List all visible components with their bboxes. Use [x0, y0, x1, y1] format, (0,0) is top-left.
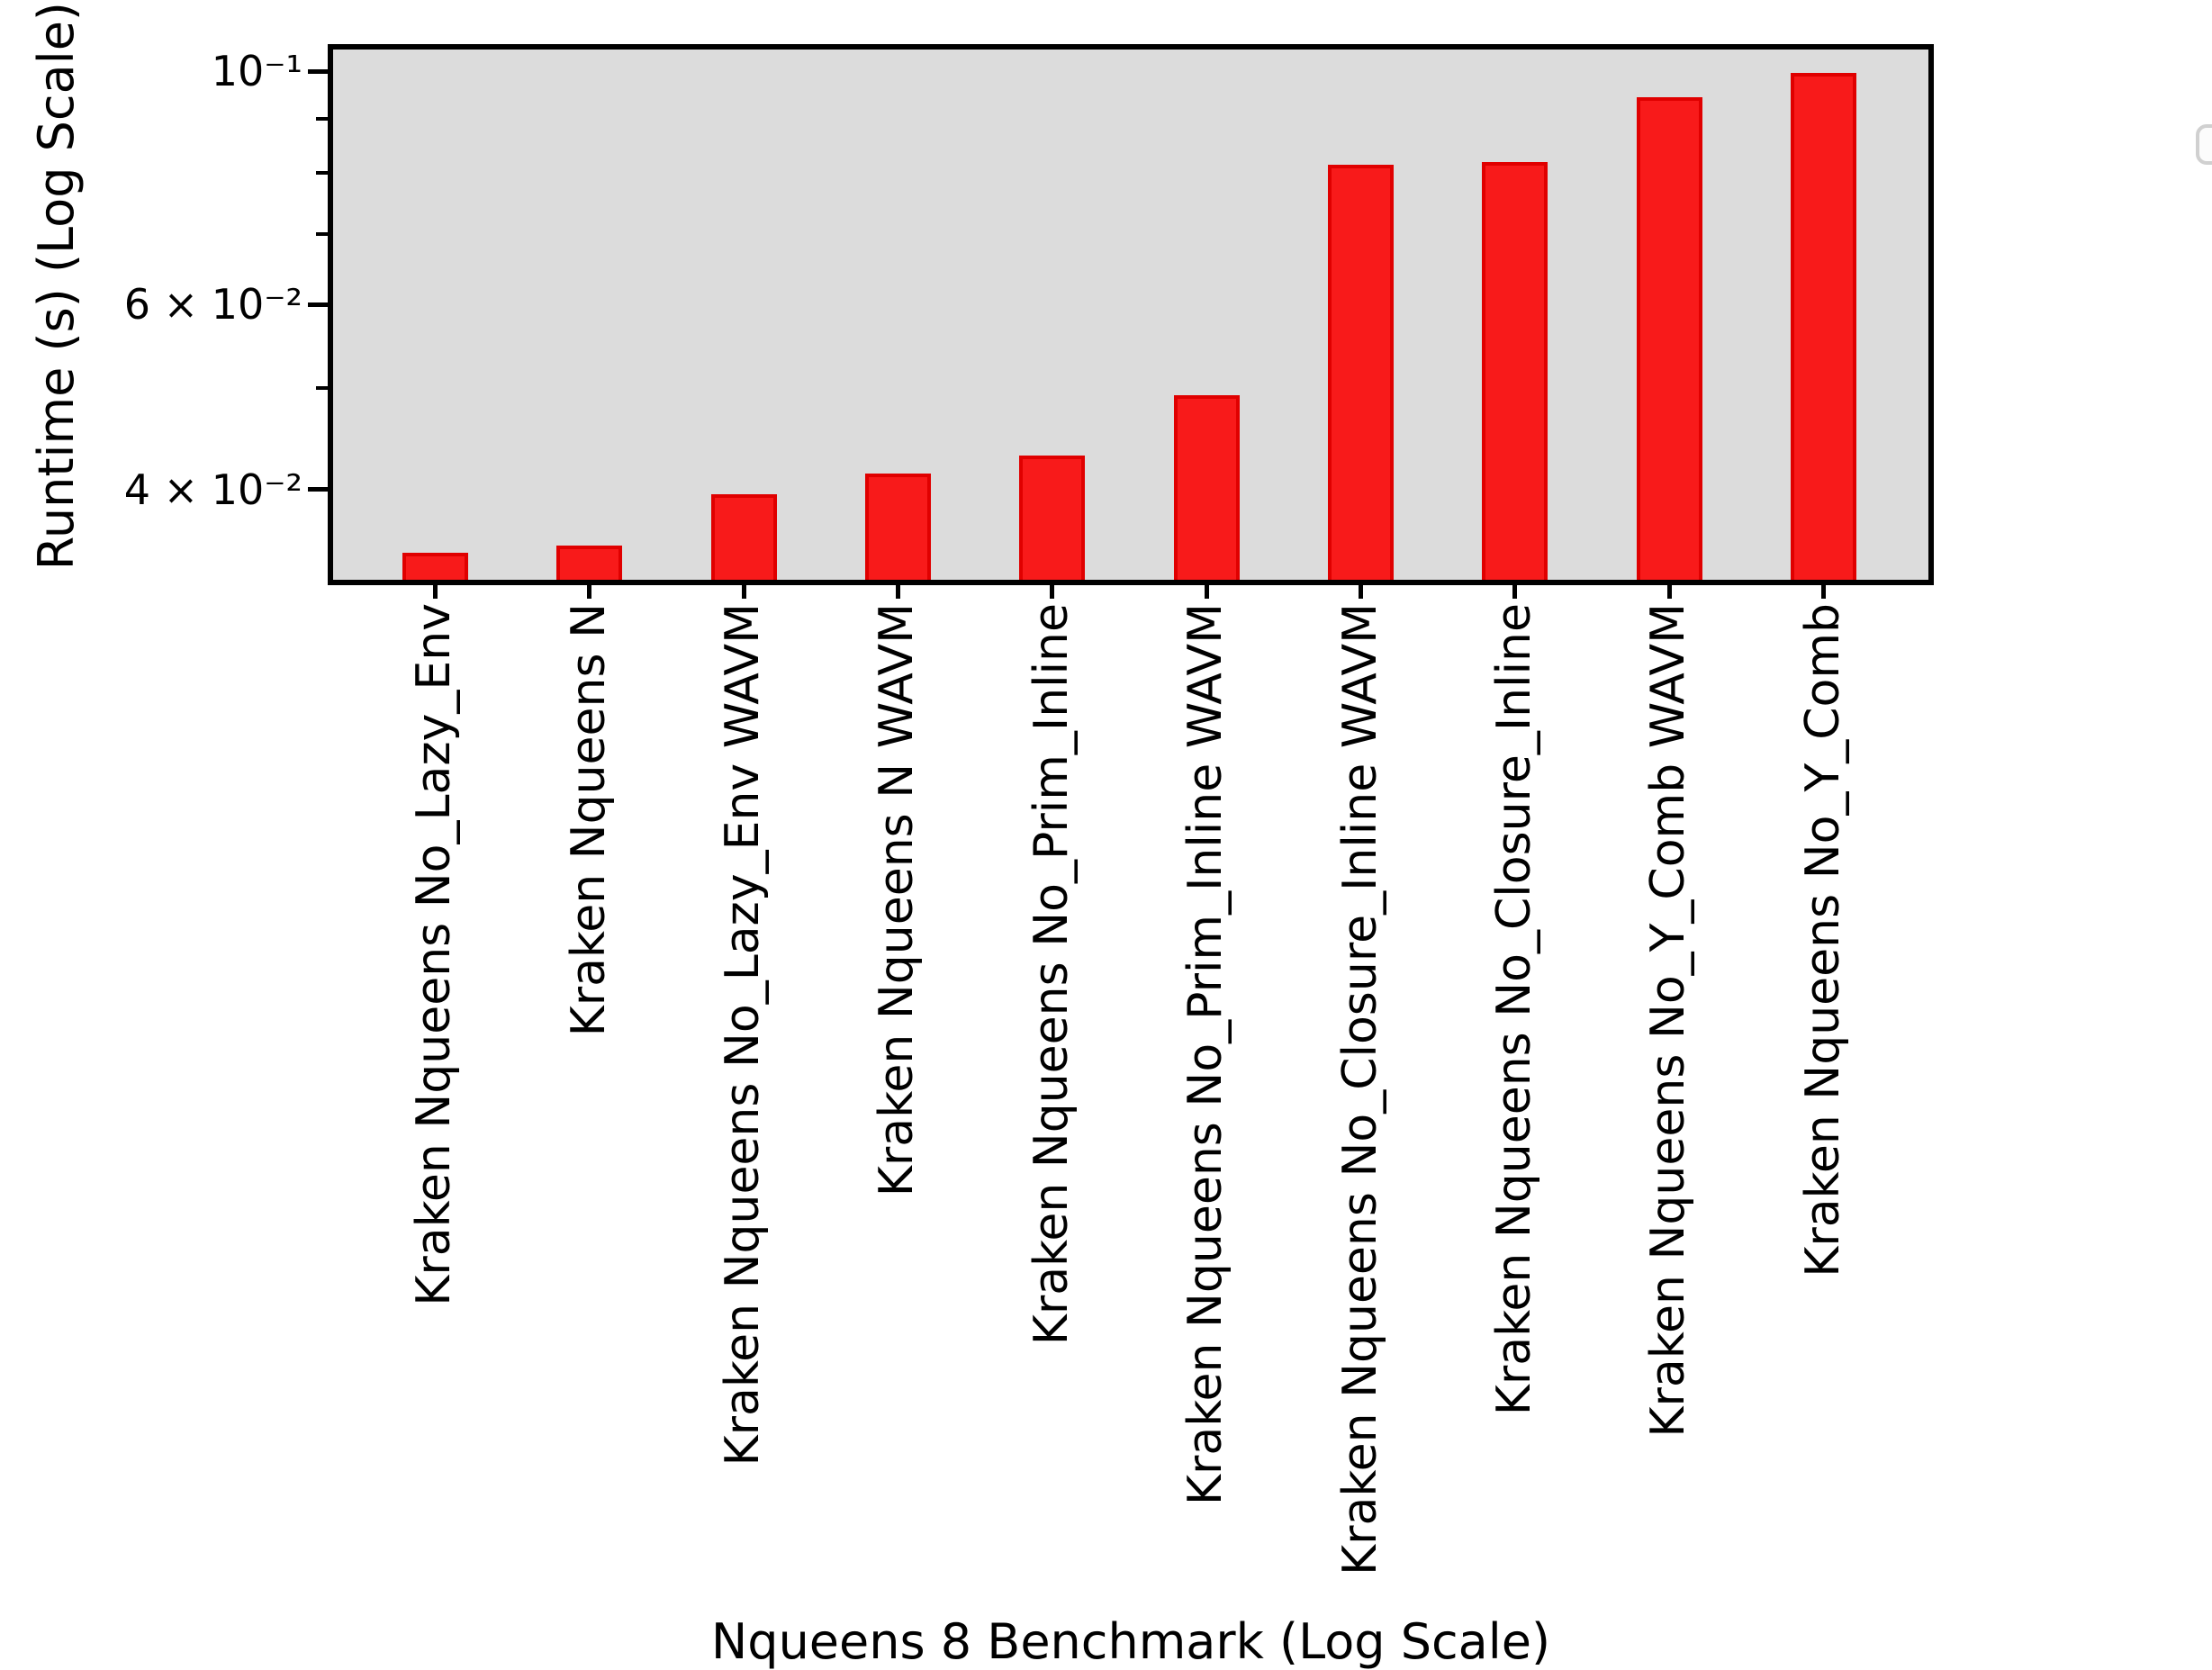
x-tick: [895, 585, 900, 599]
bar-6: [1173, 394, 1240, 580]
x-tick: [432, 585, 438, 599]
y-minor-tick: [316, 171, 328, 176]
x-tick: [1666, 585, 1672, 599]
x-tick: [1359, 585, 1363, 599]
x-axis-title: Nqueens 8 Benchmark (Log Scale): [710, 1613, 1551, 1670]
bar-10: [1791, 73, 1857, 580]
x-tick: [741, 585, 746, 599]
x-tick-label: Kraken Nqueens No_Closure_Inline: [1486, 603, 1541, 1416]
x-tick-label: Kraken Nqueens No_Y_Comb: [1795, 603, 1850, 1277]
x-tick: [1512, 585, 1518, 599]
bar-1: [402, 553, 468, 580]
x-tick-label: Kraken Nqueens N: [561, 603, 616, 1037]
y-tick-label: 6 × 10⁻²: [123, 280, 302, 329]
x-tick-label: Kraken Nqueens No_Prim_Inline WAVM: [1178, 603, 1233, 1506]
x-tick-label: Kraken Nqueens No_Prim_Inline: [1024, 603, 1079, 1346]
y-minor-tick: [316, 385, 328, 390]
x-tick-label: Kraken Nqueens No_Lazy_Env: [407, 603, 462, 1306]
x-tick-label: Kraken Nqueens No_Lazy_Env WAVM: [716, 603, 771, 1467]
bar-7: [1328, 164, 1394, 580]
bar-3: [710, 493, 777, 580]
legend-box: [2196, 124, 2212, 165]
bar-8: [1482, 162, 1548, 580]
y-major-tick: [308, 68, 328, 74]
x-tick: [587, 585, 592, 599]
x-tick: [1050, 585, 1055, 599]
bar-5: [1019, 455, 1086, 580]
plot-area: [328, 44, 2212, 585]
bar-9: [1636, 96, 1702, 580]
bar-2: [556, 545, 623, 580]
x-tick-label: Kraken Nqueens No_Y_Comb WAVM: [1641, 603, 1696, 1438]
y-tick-label: 4 × 10⁻²: [123, 465, 302, 514]
y-major-tick: [308, 302, 328, 307]
x-tick: [1821, 585, 1827, 599]
x-tick-label: Kraken Nqueens No_Closure_Inline WAVM: [1332, 603, 1387, 1575]
y-minor-tick: [316, 231, 328, 236]
y-major-tick: [308, 487, 328, 492]
x-tick-label: Kraken Nqueens N WAVM: [870, 603, 925, 1197]
y-minor-tick: [316, 117, 328, 122]
x-tick: [1204, 585, 1209, 599]
y-tick-label: 10⁻¹: [211, 47, 302, 95]
bar-4: [864, 474, 931, 580]
